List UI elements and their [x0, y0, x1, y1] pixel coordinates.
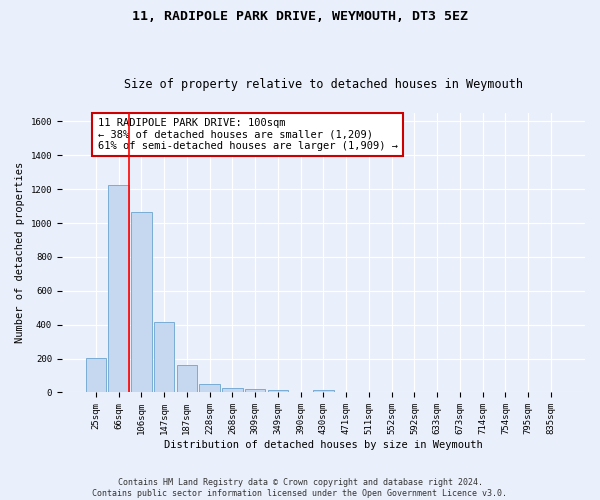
- Bar: [86, 358, 106, 392]
- Text: Contains HM Land Registry data © Crown copyright and database right 2024.
Contai: Contains HM Land Registry data © Crown c…: [92, 478, 508, 498]
- X-axis label: Distribution of detached houses by size in Weymouth: Distribution of detached houses by size …: [164, 440, 483, 450]
- Text: 11, RADIPOLE PARK DRIVE, WEYMOUTH, DT3 5EZ: 11, RADIPOLE PARK DRIVE, WEYMOUTH, DT3 5…: [132, 10, 468, 23]
- Y-axis label: Number of detached properties: Number of detached properties: [15, 162, 25, 344]
- Title: Size of property relative to detached houses in Weymouth: Size of property relative to detached ho…: [124, 78, 523, 91]
- Bar: [176, 364, 197, 392]
- Text: 11 RADIPOLE PARK DRIVE: 100sqm
← 38% of detached houses are smaller (1,209)
61% : 11 RADIPOLE PARK DRIVE: 100sqm ← 38% of …: [98, 118, 398, 152]
- Bar: [222, 388, 242, 392]
- Bar: [313, 390, 334, 392]
- Bar: [199, 384, 220, 392]
- Bar: [154, 322, 175, 392]
- Bar: [268, 390, 288, 392]
- Bar: [131, 212, 152, 392]
- Bar: [109, 185, 129, 392]
- Bar: [245, 389, 265, 392]
